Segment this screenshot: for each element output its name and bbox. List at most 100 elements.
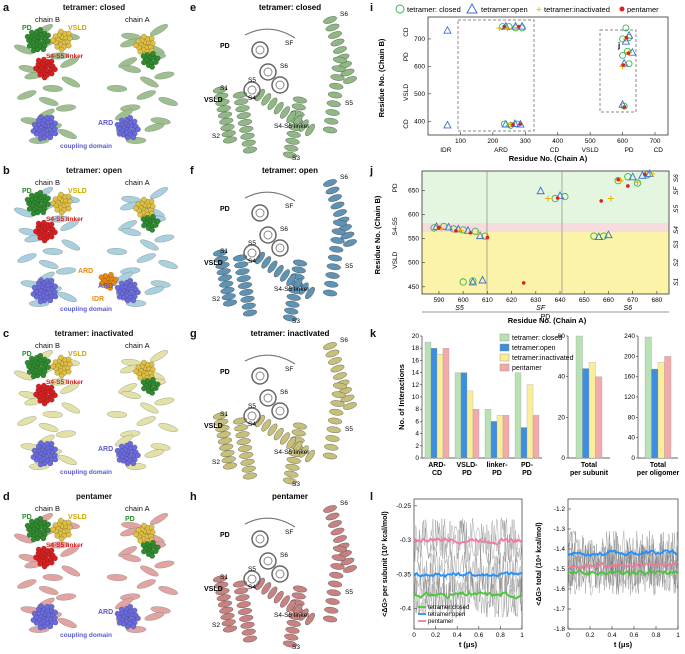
panel-h-label-s5: S5 (345, 589, 353, 596)
j-point-inactivated (474, 230, 481, 237)
j-point-inactivated (634, 179, 641, 186)
l-xtick-label: 0 (566, 632, 570, 639)
j-point-pentamer (437, 225, 441, 230)
panel-j-contact-zoom: 590 600 610 620 630 640 650 660 670 680 450 500 550 6… (373, 168, 680, 325)
j-right-region-label: S2 (673, 258, 680, 266)
l-ytick-label: -0.3 (400, 537, 412, 544)
i-xtick-label: 700 (650, 138, 661, 145)
panel-f-label-s5: S5 (248, 240, 256, 247)
i-point-open (443, 120, 452, 129)
k-ytick-label: 4 (415, 431, 419, 438)
panel-f-label-s6: S6 (340, 174, 348, 181)
legend-marker-pentamer (619, 6, 625, 12)
j-xregion-label: S5 (455, 305, 464, 312)
panel-a-structure: tetramer: closed chain B chain A PD VSLD S4-S… (0, 0, 188, 163)
panel-a-label-coupling: coupling domain (60, 143, 112, 150)
panel-d-chain-a-ribbon (106, 513, 178, 633)
k-bar-pentamer (502, 415, 510, 459)
l-xtick-label: 0.2 (585, 632, 594, 639)
j-xregion-label: S6 (624, 305, 633, 312)
k-category-label: PD- (521, 462, 534, 469)
panel-b-label-linker: S4-S5 linker (46, 216, 84, 223)
panel-f-label-s5: S5 (345, 263, 353, 270)
j-region-vsld (422, 232, 669, 294)
panel-i-contact-map: tetramer: closed tetramer:open + tetrame… (377, 2, 669, 163)
panel-e-s5-helix (322, 56, 348, 134)
panel-letter-f: f (190, 165, 194, 177)
i-ytick-label: 600 (414, 63, 425, 70)
i-xtick-label: 600 (617, 138, 628, 145)
k-bar-tetramer--closed (484, 409, 492, 459)
panel-g-label-linker: S4-S5 linker (274, 449, 310, 456)
k-ytick-label: 0 (561, 455, 565, 462)
j-point-pentamer (555, 196, 560, 200)
k-ytick-label: 12 (412, 382, 420, 389)
legend-marker-open (466, 2, 478, 14)
l-xtick-label: 0.2 (431, 632, 440, 639)
j-right-region-label: S4 (673, 226, 680, 234)
panel-a-linker-spheres-b (33, 56, 58, 81)
k-bar-tetramer--inactivated (436, 354, 444, 459)
k-bar-tetramer--closed (644, 336, 652, 459)
i-point-pentamer (624, 35, 629, 40)
panel-g-label-sf: SF (285, 366, 293, 373)
panel-letter-l: l (370, 491, 374, 503)
k-ytick-label: 6 (415, 418, 419, 425)
l-ytick-label: -0.4 (400, 605, 412, 612)
panel-a-label-pd: PD (22, 25, 32, 32)
k-ytick-label: 120 (624, 394, 635, 401)
i-yregion-label: CD (403, 119, 410, 129)
panel-e-linker-helix (255, 88, 315, 137)
j-point-inactivated (544, 195, 551, 202)
panel-e-title: tetramer: closed (259, 3, 321, 12)
j-xtick-label: 630 (530, 297, 541, 304)
panel-f-label-sf: SF (285, 203, 293, 210)
panel-d-vsld-spheres-b (50, 517, 73, 542)
k-legend-swatch (499, 353, 510, 362)
l-series-tetramer-open (567, 548, 679, 557)
k-bar-tetramer--open (582, 368, 590, 459)
panel-b-label-coupling: coupling domain (60, 306, 112, 313)
panel-f-s1-helix (212, 249, 238, 307)
panel-j-ylabel: Residue No. (Chain B) (373, 195, 382, 274)
panel-b-idr-spheres (98, 271, 119, 291)
panel-e-label-s6: S6 (340, 11, 348, 18)
panel-b-chain-b: chain B (35, 178, 60, 187)
panel-e-pore (243, 28, 296, 99)
panel-d-label-coupling: coupling domain (60, 632, 112, 639)
panel-h-linker-helix (255, 577, 315, 626)
panel-d-label-ard: ARD (98, 609, 113, 616)
panel-c-chain-a: chain A (125, 341, 150, 350)
l-xtick-label: 1 (520, 632, 524, 639)
k-bar-pentamer (595, 376, 603, 459)
j-point-inactivated (649, 170, 656, 177)
panel-e-label-vsld: VSLD (204, 97, 223, 104)
panel-a-pd-spheres-a (140, 50, 161, 70)
panel-d-structure: pentamer chain B chain A PD VSLD S4-S5 linker… (0, 489, 188, 652)
k-ytick-label: 40 (628, 435, 636, 442)
panel-g-helices: tetramer: inactivated PD VSLD SF S1 S2 S3 S4 S5 S… (204, 329, 357, 488)
i-point-open (624, 30, 634, 39)
panel-d-label-pd-a: PD (125, 516, 135, 523)
j-right-region-label: S3 (673, 240, 680, 248)
l-ytick-label: -1.5 (554, 566, 566, 573)
panel-h-label-s1: S1 (220, 574, 228, 581)
j-yregion-label: S4-S5 (392, 217, 399, 235)
panel-c-title: tetramer: inactivated (55, 329, 134, 338)
panel-d-title: pentamer (76, 492, 112, 501)
k-legend-label: pentamer (512, 365, 542, 372)
panel-h-s1-helix (212, 575, 238, 633)
panel-e-label-s2: S2 (212, 133, 220, 140)
panel-h-s2-helix (232, 580, 258, 643)
panel-b-pd-spheres-b (24, 190, 51, 217)
panel-a-label-ard: ARD (98, 120, 113, 127)
j-point-open (604, 230, 613, 239)
panel-a-vsld-spheres-b (50, 28, 73, 53)
panel-e-s3-helix (282, 96, 308, 159)
k-bar-tetramer--open (460, 372, 468, 459)
i-yregion-label: PD (403, 52, 410, 61)
panel-d-chain-b: chain B (35, 504, 60, 513)
panel-h-label-pd: PD (220, 532, 230, 539)
j-ytick-label: 500 (408, 260, 419, 267)
i-xregion-label: ARD (494, 147, 508, 154)
